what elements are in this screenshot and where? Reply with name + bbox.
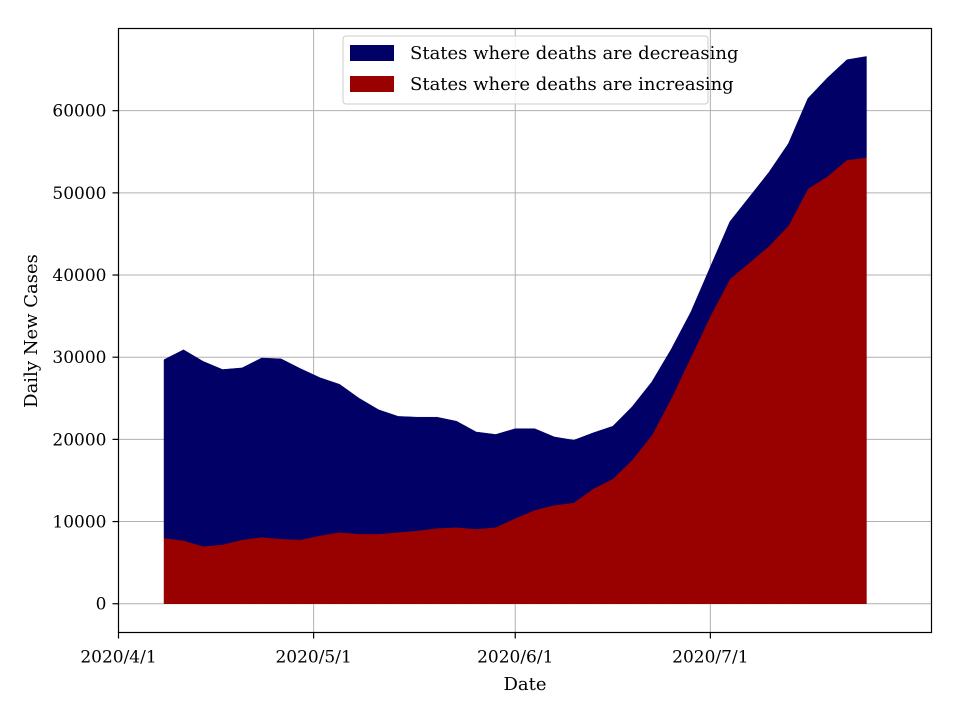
x-tick-label-3: 2020/7/1 (672, 648, 748, 668)
legend-label-increasing: States where deaths are increasing (410, 74, 734, 95)
x-axis-label: Date (503, 674, 546, 695)
y-tick-label-0: 0 (96, 595, 107, 615)
legend-box (342, 35, 709, 105)
legend: States where deaths are decreasing State… (342, 35, 739, 105)
x-tick-label-2: 2020/6/1 (477, 648, 553, 668)
legend-label-decreasing: States where deaths are decreasing (410, 43, 739, 64)
y-axis-ticks: 0 10000 20000 30000 40000 50000 60000 (52, 102, 119, 615)
legend-swatch-decreasing (350, 45, 394, 61)
y-tick-label-1: 10000 (52, 513, 106, 533)
y-tick-label-3: 30000 (52, 348, 106, 368)
legend-swatch-increasing (350, 76, 394, 92)
y-tick-label-2: 20000 (52, 430, 106, 450)
y-tick-label-6: 60000 (52, 102, 106, 122)
y-axis-label: Daily New Cases (21, 254, 42, 408)
y-tick-label-4: 40000 (52, 266, 106, 286)
plot-frame (117, 27, 933, 634)
y-tick-label-5: 50000 (52, 184, 106, 204)
x-tick-label-1: 2020/5/1 (275, 648, 351, 668)
x-axis-ticks: 2020/4/1 2020/5/1 2020/6/1 2020/7/1 (80, 632, 749, 668)
area-deaths-decreasing (163, 56, 867, 547)
series-areas (163, 56, 867, 604)
x-tick-label-0: 2020/4/1 (80, 648, 156, 668)
